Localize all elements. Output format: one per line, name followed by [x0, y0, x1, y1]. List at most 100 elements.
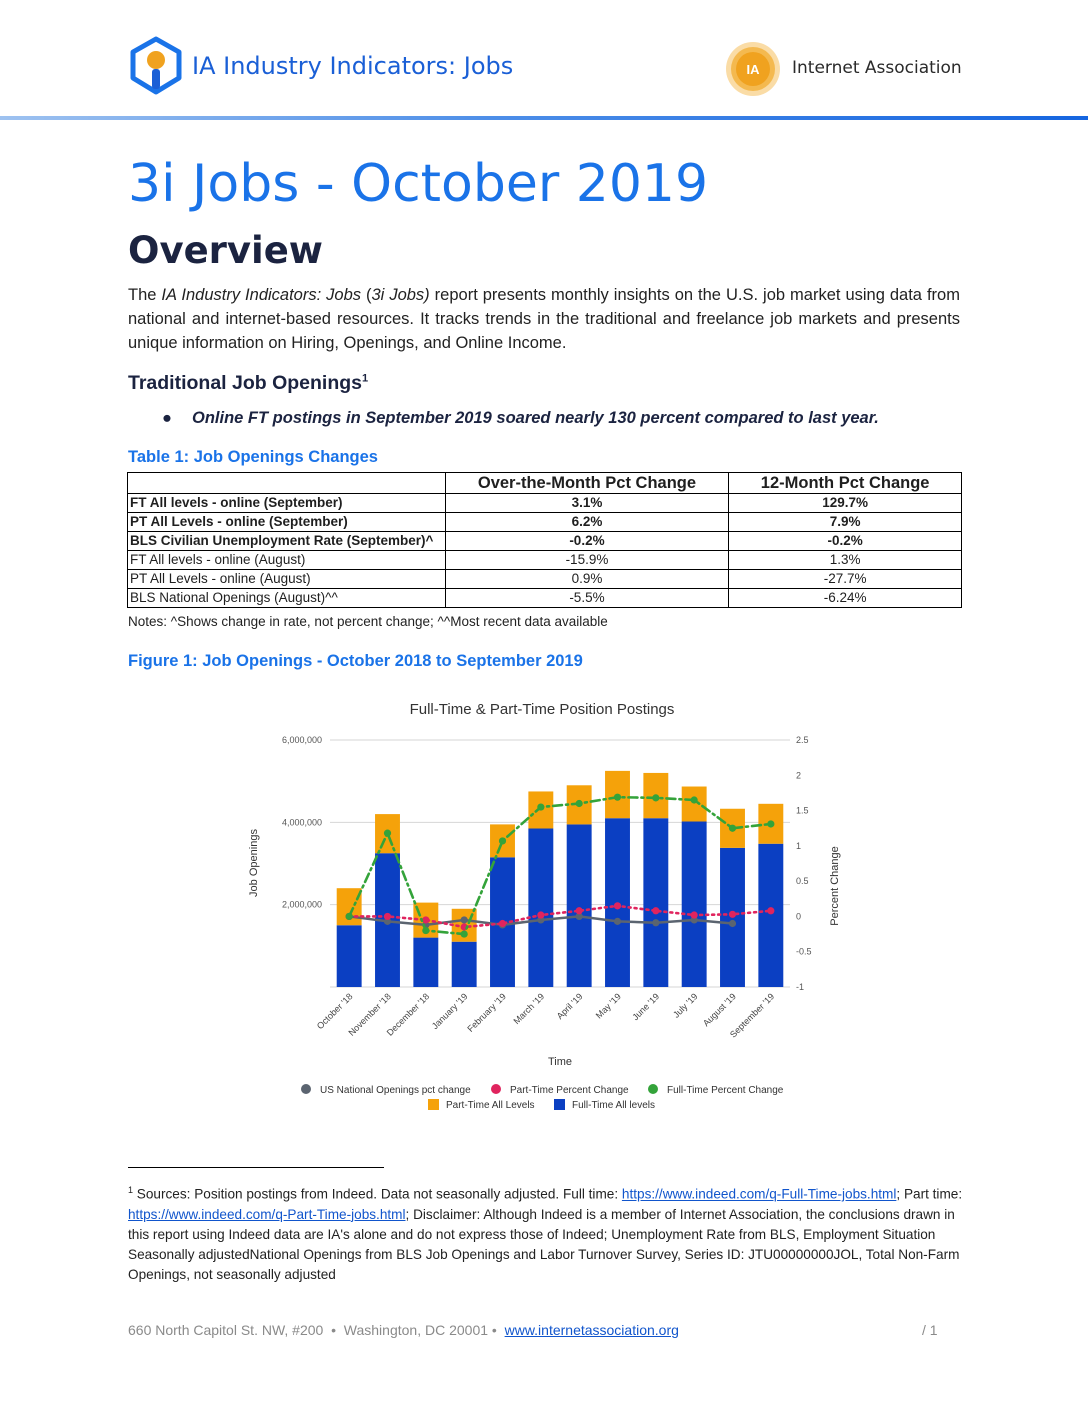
series-point-1: [690, 911, 698, 919]
y-tick-label: 2,000,000: [282, 900, 322, 910]
table-row: PT All Levels - online (September) 6.2% …: [127, 512, 962, 532]
series-point-2: [422, 926, 430, 935]
footnote-mark: 1: [128, 1185, 134, 1195]
table-row: FT All levels - online (September) 3.1% …: [127, 493, 962, 513]
x-tick-label: February '19: [465, 991, 508, 1034]
intro-text-2: (: [361, 286, 372, 304]
full-time-jobs-link[interactable]: https://www.indeed.com/q-Full-Time-jobs.…: [621, 1186, 897, 1202]
row-label: BLS Civilian Unemployment Rate (Septembe…: [127, 531, 446, 551]
page-footer: 660 North Capitol St. NW, #200 • Washing…: [128, 1322, 679, 1338]
table-header-blank: [127, 472, 446, 494]
ia-indicators-logo-icon: [130, 36, 182, 95]
x-tick-label: January '19: [430, 991, 470, 1031]
bar-part-time: [681, 786, 707, 822]
bar-full-time: [336, 925, 362, 987]
y2-tick-label: -0.5: [796, 947, 812, 957]
header-divider: [0, 116, 1088, 120]
intro-text-3: report presents monthly insights on the …: [128, 286, 960, 352]
legend-marker: [648, 1084, 658, 1094]
series-point-2: [575, 799, 583, 808]
footnote-divider: [128, 1167, 384, 1168]
series-point-2: [767, 820, 775, 828]
legend-marker: [554, 1099, 565, 1110]
y2-tick-label: 1: [796, 841, 801, 851]
organization-name: Internet Association: [792, 58, 962, 78]
y2-tick-label: 0.5: [796, 876, 809, 886]
legend-label: Part-Time Percent Change: [510, 1085, 629, 1096]
series-point-2: [613, 793, 622, 801]
key-finding-bullet: ● Online FT postings in September 2019 s…: [162, 409, 879, 428]
series-point-2: [460, 930, 468, 938]
part-time-jobs-link[interactable]: https://www.indeed.com/q-Part-Time-jobs.…: [128, 1206, 406, 1222]
overview-heading: Overview: [128, 229, 323, 272]
y-tick-label: 6,000,000: [282, 735, 322, 745]
x-axis-label: Time: [548, 1056, 572, 1068]
row-year-change: 7.9%: [728, 512, 962, 532]
intro-report-short-name: 3i Jobs): [371, 286, 430, 304]
footnote-text-2: ; Part time:: [896, 1186, 963, 1202]
series-point-0: [728, 919, 737, 928]
job-openings-table: Over-the-Month Pct Change 12-Month Pct C…: [127, 472, 962, 608]
row-month-change: -15.9%: [444, 550, 730, 570]
series-point-2: [537, 803, 545, 811]
legend-label: US National Openings pct change: [320, 1085, 471, 1096]
series-point-1: [652, 907, 660, 915]
row-label: BLS National Openings (August)^^: [127, 588, 446, 608]
y2-tick-label: 2.5: [796, 735, 809, 745]
series-point-1: [383, 912, 392, 921]
series-point-1: [767, 907, 775, 915]
footnote-ref[interactable]: 1: [362, 372, 369, 385]
y2-tick-label: 2: [796, 770, 801, 780]
row-month-change: 3.1%: [444, 493, 730, 513]
row-month-change: 6.2%: [444, 512, 730, 532]
intro-report-name: IA Industry Indicators: Jobs: [161, 286, 362, 304]
section-heading: Traditional Job Openings1: [128, 372, 368, 395]
legend-marker: [428, 1099, 439, 1110]
footnote-text-1: Sources: Position postings from Indeed. …: [133, 1186, 622, 1202]
y2-axis-label: Percent Change: [829, 846, 841, 926]
series-point-1: [498, 919, 507, 928]
y-tick-label: 4,000,000: [282, 817, 322, 827]
series-point-2: [652, 794, 660, 802]
figure-caption: Figure 1: Job Openings - October 2018 to…: [128, 652, 583, 670]
x-tick-label: April '19: [555, 991, 585, 1021]
bar-full-time: [566, 824, 592, 987]
page-header: IA Industry Indicators: Jobs IA Internet…: [0, 0, 1088, 116]
series-point-0: [652, 919, 660, 927]
series-line-2: [347, 795, 773, 936]
table-header-month: Over-the-Month Pct Change: [444, 472, 730, 494]
series-point-1: [575, 907, 583, 915]
series-point-2: [345, 912, 353, 921]
series-line-1: [347, 904, 773, 929]
series-point-2: [383, 829, 392, 837]
bar-full-time: [528, 828, 554, 987]
job-openings-chart: Full-Time & Part-Time Position Postings 2…: [248, 701, 841, 1111]
table-caption: Table 1: Job Openings Changes: [128, 448, 378, 466]
bar-full-time: [413, 937, 439, 987]
series-point-0: [575, 912, 583, 921]
row-year-change: -27.7%: [728, 569, 962, 589]
internet-association-logo-icon: IA: [726, 42, 780, 96]
row-year-change: -0.2%: [728, 531, 962, 551]
bar-full-time: [643, 818, 669, 987]
table-row: BLS National Openings (August)^^ -5.5% -…: [127, 588, 962, 608]
series-point-1: [422, 916, 430, 924]
ia-logo-text: IA: [747, 62, 761, 77]
table-notes: Notes: ^Shows change in rate, not percen…: [128, 614, 608, 629]
x-tick-label: June '19: [630, 991, 661, 1022]
legend-marker: [491, 1084, 501, 1094]
series-point-0: [460, 916, 468, 924]
y2-tick-label: -1: [796, 982, 804, 992]
series-point-1: [613, 902, 622, 910]
bar-full-time: [758, 843, 784, 987]
series-point-1: [728, 910, 737, 918]
legend-label: Full-Time All levels: [572, 1100, 655, 1111]
row-year-change: -6.24%: [728, 588, 962, 608]
website-link[interactable]: www.internetassociation.org: [504, 1322, 679, 1338]
row-year-change: 129.7%: [728, 493, 962, 513]
y-axis-label: Job Openings: [248, 829, 260, 897]
row-label: FT All levels - online (September): [127, 493, 446, 513]
chart-title: Full-Time & Part-Time Position Postings: [410, 701, 675, 718]
x-tick-label: August '19: [701, 991, 738, 1028]
legend-label: Part-Time All Levels: [446, 1100, 535, 1111]
